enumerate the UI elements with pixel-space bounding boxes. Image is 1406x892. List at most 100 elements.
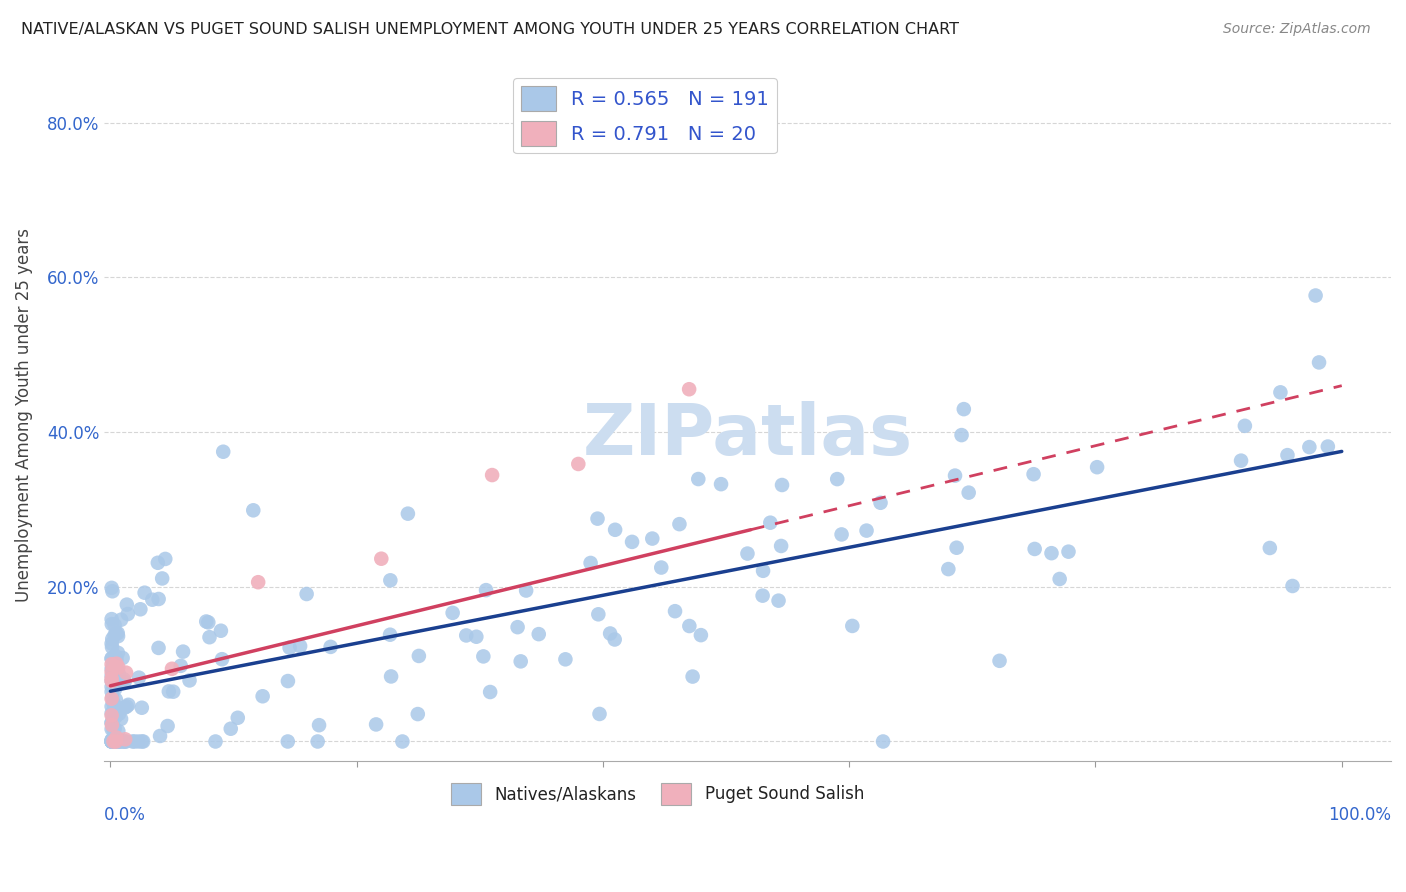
- Point: [107, 734, 129, 748]
- Point: [104, 692, 127, 706]
- Point: [103, 723, 125, 737]
- Point: [588, 607, 610, 622]
- Point: [103, 618, 125, 632]
- Point: [114, 734, 136, 748]
- Point: [1316, 440, 1339, 454]
- Point: [114, 700, 136, 714]
- Point: [1233, 418, 1256, 433]
- Point: [506, 620, 529, 634]
- Point: [100, 665, 122, 679]
- Point: [131, 700, 153, 714]
- Point: [456, 628, 478, 642]
- Point: [103, 734, 125, 748]
- Point: [825, 472, 848, 486]
- Point: [953, 402, 976, 417]
- Point: [101, 584, 124, 599]
- Point: [104, 675, 127, 690]
- Point: [737, 547, 759, 561]
- Point: [481, 468, 503, 483]
- Point: [100, 612, 122, 626]
- Point: [650, 560, 672, 574]
- Point: [100, 651, 122, 665]
- Point: [104, 656, 127, 670]
- Point: [690, 628, 713, 642]
- Text: NATIVE/ALASKAN VS PUGET SOUND SALISH UNEMPLOYMENT AMONG YOUTH UNDER 25 YEARS COR: NATIVE/ALASKAN VS PUGET SOUND SALISH UNE…: [21, 22, 959, 37]
- Point: [441, 606, 464, 620]
- Text: 100.0%: 100.0%: [1329, 805, 1391, 824]
- Point: [110, 734, 132, 748]
- Point: [1230, 453, 1253, 467]
- Point: [752, 564, 775, 578]
- Point: [156, 719, 179, 733]
- Point: [288, 639, 311, 653]
- Point: [104, 722, 127, 736]
- Point: [107, 626, 129, 640]
- Point: [226, 711, 249, 725]
- Point: [117, 607, 139, 621]
- Point: [950, 428, 973, 442]
- Y-axis label: Unemployment Among Youth under 25 years: Unemployment Among Youth under 25 years: [15, 227, 32, 602]
- Point: [219, 722, 242, 736]
- Point: [100, 636, 122, 650]
- Point: [132, 734, 155, 748]
- Point: [100, 734, 122, 748]
- Point: [197, 615, 219, 630]
- Point: [115, 665, 138, 680]
- Text: 0.0%: 0.0%: [104, 805, 146, 824]
- Point: [101, 718, 124, 732]
- Point: [101, 662, 124, 676]
- Point: [872, 734, 894, 748]
- Point: [170, 658, 193, 673]
- Point: [105, 734, 128, 748]
- Point: [247, 575, 270, 590]
- Point: [104, 701, 127, 715]
- Point: [603, 632, 626, 647]
- Point: [104, 655, 127, 669]
- Point: [308, 718, 330, 732]
- Point: [100, 734, 122, 748]
- Point: [212, 444, 235, 458]
- Point: [101, 734, 124, 748]
- Point: [472, 649, 495, 664]
- Point: [103, 628, 125, 642]
- Point: [105, 657, 128, 671]
- Point: [162, 684, 184, 698]
- Point: [157, 684, 180, 698]
- Point: [408, 648, 430, 663]
- Point: [114, 675, 136, 690]
- Point: [378, 628, 401, 642]
- Point: [855, 524, 877, 538]
- Point: [112, 734, 135, 748]
- Point: [475, 583, 498, 598]
- Point: [682, 669, 704, 683]
- Point: [104, 648, 127, 663]
- Point: [114, 732, 136, 747]
- Point: [465, 630, 488, 644]
- Point: [149, 729, 172, 743]
- Legend: Natives/Alaskans, Puget Sound Salish: Natives/Alaskans, Puget Sound Salish: [444, 777, 870, 812]
- Point: [101, 640, 124, 655]
- Point: [124, 734, 146, 748]
- Point: [107, 629, 129, 643]
- Point: [100, 691, 122, 706]
- Point: [131, 734, 153, 748]
- Point: [770, 539, 793, 553]
- Point: [1298, 440, 1320, 454]
- Point: [104, 734, 127, 748]
- Point: [1270, 385, 1292, 400]
- Point: [105, 626, 128, 640]
- Point: [104, 677, 127, 691]
- Point: [278, 640, 301, 655]
- Point: [100, 699, 122, 714]
- Point: [104, 657, 127, 672]
- Point: [957, 485, 980, 500]
- Point: [678, 619, 700, 633]
- Point: [588, 706, 610, 721]
- Point: [621, 534, 644, 549]
- Point: [115, 598, 138, 612]
- Point: [936, 562, 959, 576]
- Point: [107, 660, 129, 674]
- Point: [100, 657, 122, 672]
- Point: [668, 517, 690, 532]
- Point: [1258, 541, 1281, 555]
